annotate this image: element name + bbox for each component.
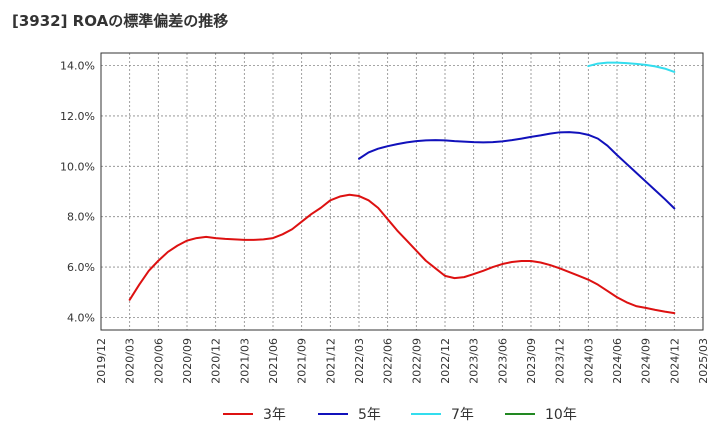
y-tick-label: 4.0% <box>67 311 95 324</box>
x-tick-label: 2019/12 <box>95 338 108 384</box>
y-tick-label: 12.0% <box>60 110 95 123</box>
x-tick-label: 2023/03 <box>468 338 481 384</box>
y-tick-label: 8.0% <box>67 211 95 224</box>
legend-label: 10年 <box>545 407 577 423</box>
grid <box>100 53 704 330</box>
series-lines <box>128 61 676 315</box>
y-tick-label: 6.0% <box>67 261 95 274</box>
y-tick-label: 14.0% <box>60 60 95 73</box>
legend-label: 5年 <box>358 407 381 423</box>
x-tick-label: 2020/03 <box>124 338 137 384</box>
x-tick-label: 2020/09 <box>181 338 194 384</box>
plot-area-background <box>101 53 703 330</box>
x-tick-label: 2023/06 <box>496 338 509 384</box>
x-tick-label: 2024/12 <box>668 338 681 384</box>
y-axis-ticks: 4.0% 6.0% 8.0% 10.0% 12.0% 14.0% <box>60 60 95 325</box>
x-tick-label: 2021/06 <box>267 338 280 384</box>
series-line-2 <box>587 61 676 73</box>
plot-area-frame <box>100 52 704 331</box>
x-tick-label: 2021/12 <box>324 338 337 384</box>
x-tick-label: 2024/06 <box>611 338 624 384</box>
x-tick-label: 2022/12 <box>439 338 452 384</box>
chart-title: [3932] ROAの標準偏差の推移 <box>12 12 229 30</box>
x-tick-label: 2022/09 <box>410 338 423 384</box>
x-tick-label: 2022/06 <box>382 338 395 384</box>
x-tick-label: 2023/09 <box>525 338 538 384</box>
series-line-0 <box>128 193 676 315</box>
y-tick-label: 10.0% <box>60 160 95 173</box>
x-tick-label: 2022/03 <box>353 338 366 384</box>
x-tick-label: 2021/09 <box>296 338 309 384</box>
legend-label: 7年 <box>451 407 474 423</box>
x-tick-label: 2024/03 <box>582 338 595 384</box>
x-tick-label: 2020/12 <box>210 338 223 384</box>
x-axis-ticks: 2019/12 2020/03 2020/06 2020/09 2020/12 2021/… <box>95 338 710 384</box>
legend-label: 3年 <box>263 407 286 423</box>
series-line-1 <box>358 131 676 210</box>
x-tick-label: 2020/06 <box>152 338 165 384</box>
legend: 3年 5年 7年 10年 <box>223 407 577 423</box>
x-tick-label: 2025/03 <box>697 338 710 384</box>
x-tick-label: 2021/03 <box>238 338 251 384</box>
x-tick-label: 2023/12 <box>554 338 567 384</box>
x-tick-label: 2024/09 <box>640 338 653 384</box>
